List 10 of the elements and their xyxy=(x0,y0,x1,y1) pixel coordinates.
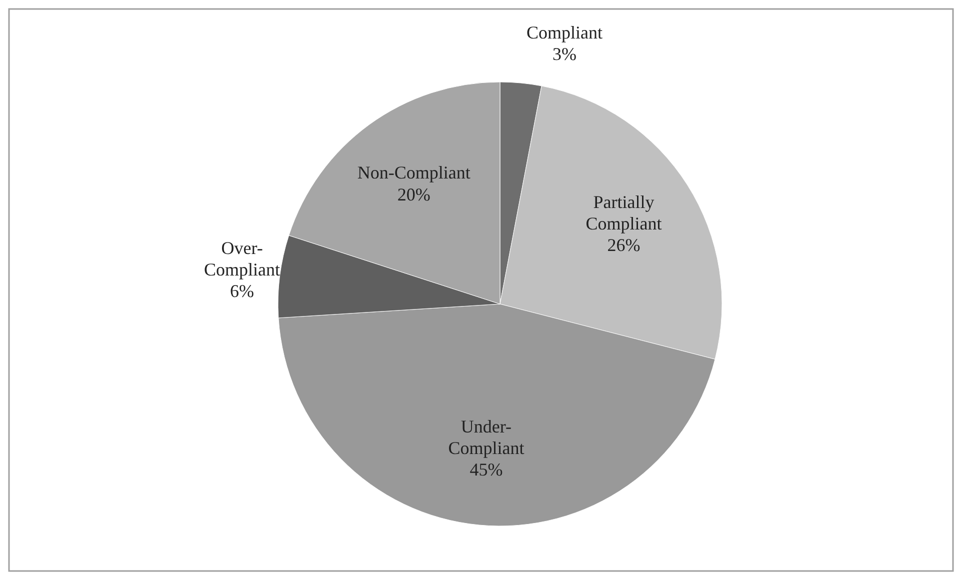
slice-label: Under-Compliant xyxy=(448,416,524,458)
slice-label: Partially Compliant xyxy=(586,192,662,234)
data-label: 45% xyxy=(470,460,503,480)
data-label: 20% xyxy=(397,184,430,204)
data-label: 3% xyxy=(552,44,576,64)
data-label: 6% xyxy=(230,281,254,302)
slice-label: Non-Compliant xyxy=(357,162,470,183)
data-label: 26% xyxy=(607,235,640,256)
slice-label: Compliant xyxy=(526,22,602,42)
slice-label: Over-Compliant xyxy=(204,238,280,280)
